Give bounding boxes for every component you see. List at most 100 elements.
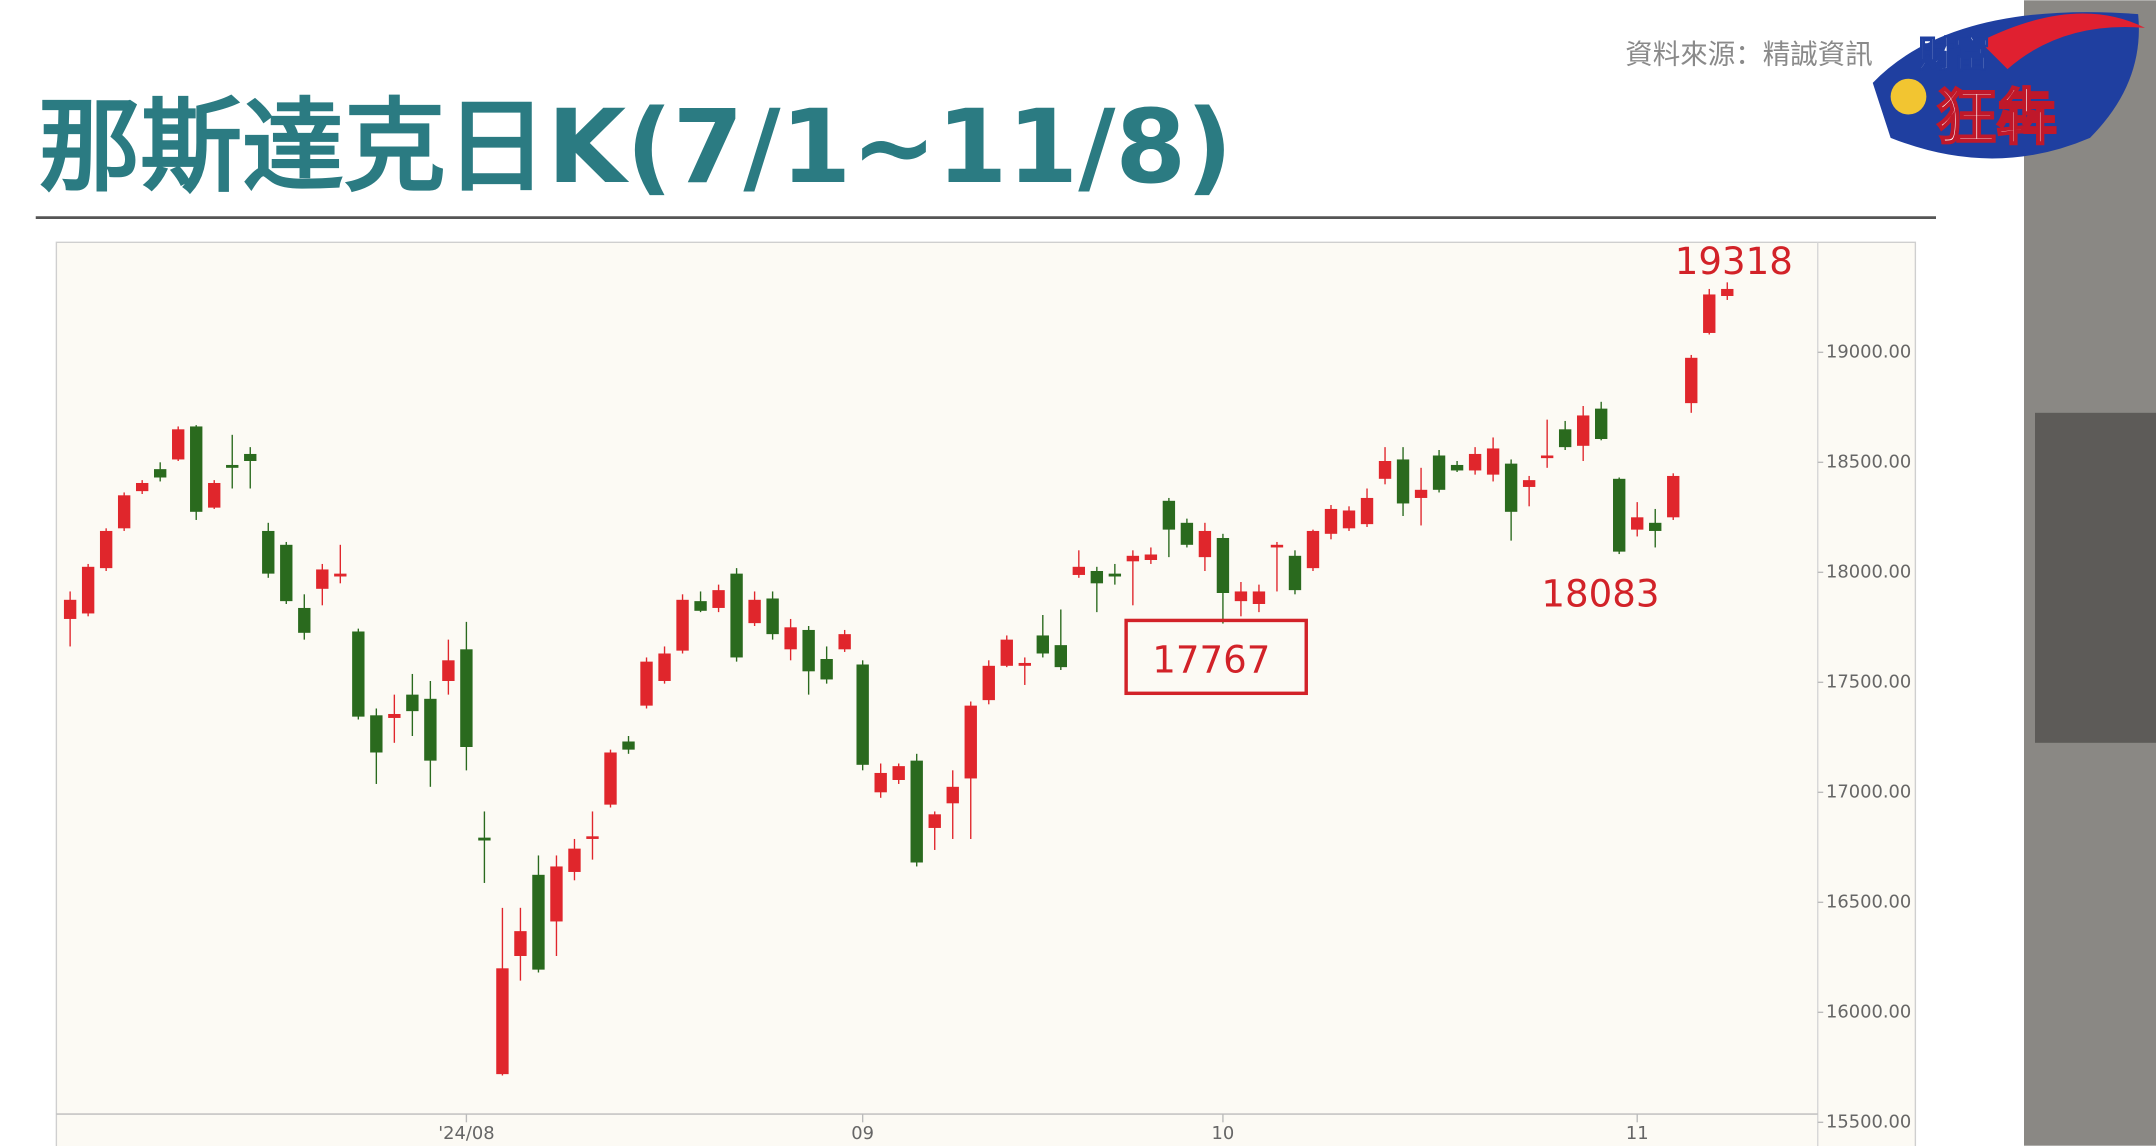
candle-body: [550, 866, 563, 922]
candle-body: [334, 573, 347, 577]
candle-body: [748, 599, 761, 624]
candle-body: [1540, 455, 1554, 459]
candle-body: [208, 482, 221, 508]
candle-body: [694, 601, 707, 611]
candle-body: [352, 631, 365, 717]
candle-body: [658, 653, 671, 681]
candle-body: [316, 569, 329, 589]
logo: 財富 狂犇: [1872, 12, 2145, 159]
candle-body: [1018, 662, 1031, 666]
candle-body: [1631, 517, 1644, 530]
candle-body: [676, 599, 689, 651]
y-tick-label: 16000.00: [1826, 1001, 1911, 1022]
candle-body: [244, 453, 257, 461]
candle-body: [730, 573, 743, 658]
candle-body: [838, 634, 851, 650]
candle-body: [370, 715, 383, 753]
candle-body: [406, 694, 419, 712]
candle-body: [964, 705, 977, 779]
candle-body: [892, 766, 905, 780]
candle-body: [298, 607, 311, 633]
candle-body: [766, 598, 779, 635]
annotation-box: [1124, 618, 1308, 696]
candle-body: [424, 698, 437, 761]
candle-body: [172, 429, 185, 460]
candle-body: [1468, 453, 1482, 471]
candle-body: [874, 772, 887, 793]
candle-body: [946, 786, 959, 804]
candle-body: [820, 658, 833, 680]
candle-body: [1252, 591, 1266, 604]
candle-body: [190, 426, 203, 512]
candle-body: [568, 848, 581, 872]
logo-swoosh: [1980, 13, 2145, 70]
candle-body: [1072, 566, 1086, 575]
x-tick-label: 10: [1212, 1123, 1235, 1144]
candle-body: [1108, 573, 1122, 577]
slide-title: 那斯達克日K(7/1~11/8): [39, 88, 1233, 206]
candle-body: [604, 752, 617, 805]
candle-body: [496, 968, 509, 1075]
logo-text: 狂犇: [1936, 83, 2057, 153]
candle-body: [1396, 459, 1410, 504]
candle-body: [1613, 478, 1626, 552]
annotation-low: 17767: [1152, 639, 1270, 682]
candle-body: [622, 741, 635, 750]
candle-body: [1000, 639, 1013, 666]
x-tick-label: 09: [851, 1123, 874, 1144]
logo-shape: [1872, 12, 2139, 159]
candle-body: [856, 664, 869, 765]
candle-body: [928, 814, 941, 828]
candle-body: [81, 566, 95, 614]
candle-body: [1522, 480, 1536, 487]
candle-body: [982, 665, 995, 701]
candle-body: [1306, 530, 1320, 569]
annotation-high: 19318: [1675, 240, 1793, 283]
source-note: 資料來源：精誠資訊: [1625, 39, 1873, 71]
y-tick-label: 18500.00: [1826, 451, 1911, 472]
candle-body: [1721, 288, 1734, 296]
candle-body: [802, 629, 815, 672]
candle-body: [262, 530, 275, 574]
candle-body: [1450, 464, 1464, 471]
side-blur: [2035, 412, 2156, 743]
candle-body: [910, 760, 923, 863]
y-tick-label: 19000.00: [1826, 341, 1911, 362]
candle-body: [226, 464, 239, 468]
y-tick-label: 16500.00: [1826, 891, 1911, 912]
candle-body: [1324, 508, 1338, 534]
candle-body: [640, 661, 653, 706]
candle-body: [514, 931, 527, 956]
candle-body: [1288, 555, 1302, 591]
candle-body: [532, 874, 545, 970]
candle-body: [1432, 455, 1446, 490]
x-tick-label: 11: [1626, 1123, 1649, 1144]
candle-body: [1144, 554, 1158, 560]
candle-body: [99, 530, 113, 569]
candle-body: [1414, 489, 1428, 498]
candle-body: [442, 660, 455, 681]
candle-body: [1360, 497, 1374, 525]
annotation-low: 18083: [1541, 573, 1659, 616]
candle-body: [1036, 635, 1049, 654]
candle-body: [784, 627, 797, 650]
logo-coin: [1890, 78, 1927, 115]
plot: 15500.00 16000.00 16500.00 17000.00 17500.00…: [56, 282, 1911, 1144]
candle-body: [1054, 645, 1067, 668]
candle-body: [154, 469, 167, 478]
x-tick-label: '24/08: [438, 1123, 494, 1144]
candle-body: [1342, 510, 1356, 529]
candle-body: [1216, 537, 1230, 593]
candle-body: [1126, 555, 1140, 562]
candle-body: [280, 544, 293, 602]
candle-body: [460, 649, 473, 747]
candle-body: [1198, 530, 1212, 558]
candle-body: [1504, 463, 1518, 512]
candle-body: [1595, 408, 1608, 439]
candle-body: [1162, 500, 1176, 530]
candle-body: [1090, 570, 1104, 584]
candle-body: [135, 482, 149, 492]
candle-body: [712, 590, 725, 608]
candle-body: [63, 599, 77, 619]
